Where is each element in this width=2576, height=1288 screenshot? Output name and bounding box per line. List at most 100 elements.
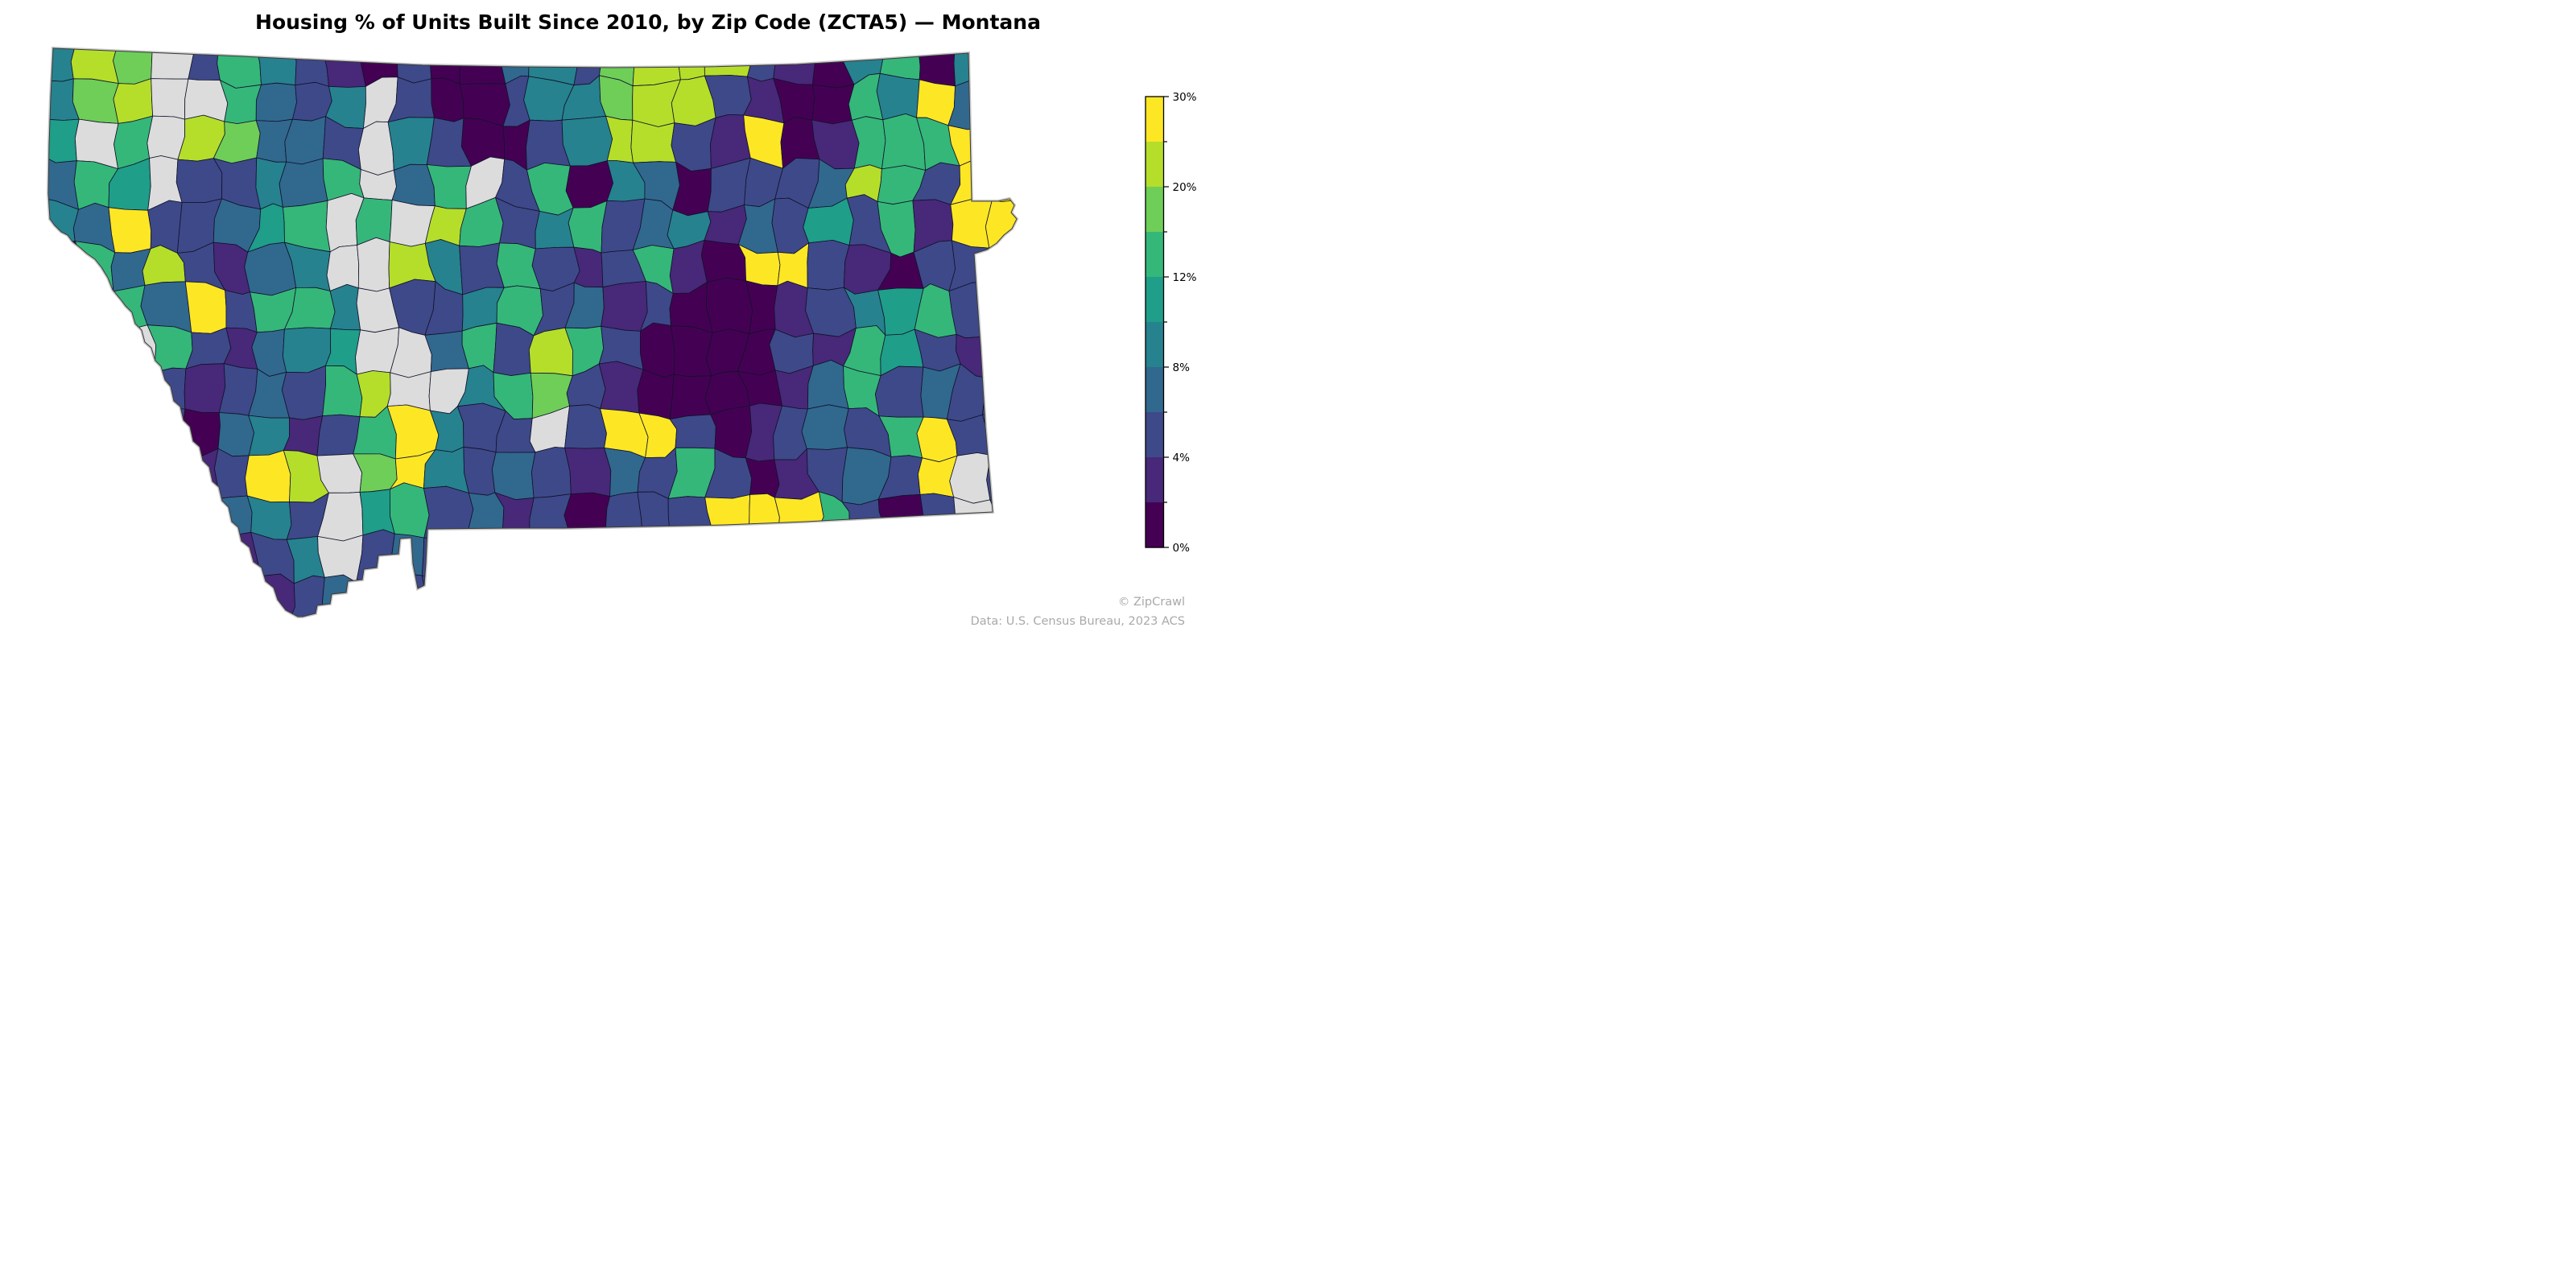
colorbar-segment	[1146, 412, 1164, 458]
zcta-region	[844, 572, 882, 617]
zcta-region	[284, 116, 326, 165]
zcta-region	[531, 447, 572, 498]
zcta-region	[459, 530, 503, 582]
zcta-region	[181, 534, 226, 584]
zcta-region	[459, 48, 506, 85]
zcta-region	[106, 572, 157, 617]
zcta-region	[807, 359, 849, 410]
zcta-region	[637, 491, 671, 535]
zcta-region	[983, 48, 1017, 77]
zcta-cells	[48, 48, 1017, 617]
zcta-region	[108, 207, 152, 254]
zcta-region	[48, 411, 84, 458]
zcta-region	[491, 452, 536, 501]
zcta-region	[769, 328, 814, 374]
legend-tick-label: 0%	[1173, 542, 1191, 555]
zcta-region	[72, 78, 119, 124]
zcta-region	[876, 572, 923, 617]
zcta-region	[675, 577, 714, 617]
zcta-region	[669, 414, 716, 449]
zcta-region	[355, 197, 393, 246]
zcta-region	[704, 48, 753, 77]
zcta-region	[912, 528, 956, 580]
zcta-region	[113, 78, 154, 124]
zcta-region	[990, 118, 1017, 164]
zcta-region	[911, 572, 956, 617]
zcta-region	[48, 118, 80, 163]
legend-tick-label: 12%	[1173, 271, 1197, 284]
zcta-region	[175, 158, 223, 203]
zcta-region	[989, 74, 1017, 126]
zcta-region	[567, 531, 606, 580]
zcta-region	[329, 283, 361, 331]
zcta-region	[431, 77, 464, 122]
legend-tick-label: 30%	[1173, 91, 1197, 104]
zcta-region	[149, 486, 187, 535]
zcta-region	[152, 452, 191, 493]
legend-tick-label: 20%	[1173, 181, 1197, 194]
zcta-region	[386, 371, 431, 411]
zcta-region	[564, 404, 607, 449]
zcta-region	[459, 242, 505, 295]
legend-tick-label: 4%	[1173, 452, 1191, 464]
colorbar-segment	[1146, 457, 1164, 503]
zcta-region	[807, 239, 850, 291]
zcta-region	[598, 361, 644, 414]
zcta-region	[778, 529, 818, 578]
colorbar-segment	[1146, 232, 1164, 278]
zcta-region	[529, 533, 571, 580]
zcta-region	[849, 530, 887, 583]
zcta-region	[952, 530, 996, 586]
zcta-region	[981, 331, 1017, 378]
zcta-region	[255, 82, 297, 122]
zcta-region	[741, 568, 785, 617]
zcta-region	[316, 414, 361, 456]
zcta-region	[74, 365, 116, 418]
colorbar-segment	[1146, 97, 1164, 142]
zcta-region	[637, 369, 675, 420]
zcta-region	[535, 573, 568, 617]
zcta-region	[114, 413, 157, 460]
zcta-region	[704, 572, 749, 617]
zcta-region	[640, 322, 675, 378]
zcta-region	[492, 573, 540, 617]
zcta-region	[48, 497, 78, 542]
zcta-region	[985, 278, 1017, 341]
zcta-region	[669, 529, 715, 584]
zcta-region	[76, 530, 118, 584]
zcta-region	[184, 281, 227, 334]
zcta-region	[78, 412, 120, 456]
zcta-region	[985, 246, 1017, 286]
zcta-region	[147, 115, 186, 160]
zcta-region	[48, 330, 85, 370]
zcta-region	[357, 237, 390, 292]
zcta-region	[147, 200, 183, 254]
zcta-region	[985, 198, 1017, 252]
zcta-region	[564, 448, 612, 497]
montana-choropleth-map: 30% 20% 12% 8% 4% 0%	[46, 46, 1197, 618]
zcta-region	[289, 575, 325, 617]
zcta-region	[605, 491, 643, 539]
zcta-region	[113, 488, 156, 539]
colorbar-segment	[1146, 367, 1164, 413]
zcta-region	[641, 572, 678, 617]
zcta-region	[282, 327, 332, 374]
zcta-region	[181, 576, 226, 617]
colorbar-segment	[1146, 322, 1164, 368]
zcta-region	[76, 579, 119, 617]
zcta-region	[113, 366, 155, 416]
zcta-region	[632, 48, 681, 87]
zcta-region	[389, 482, 430, 539]
zcta-region	[245, 450, 291, 503]
zcta-region	[989, 491, 1017, 539]
zcta-region	[48, 532, 83, 584]
zcta-region	[111, 324, 157, 375]
legend-tick-label: 8%	[1173, 361, 1191, 374]
zcta-region	[151, 48, 195, 80]
colorbar-segment	[1146, 277, 1164, 323]
zcta-region	[181, 408, 221, 457]
zcta-region	[217, 48, 262, 89]
chart-title: Housing % of Units Built Since 2010, by …	[255, 10, 1041, 34]
zcta-region	[773, 48, 816, 85]
colorbar-segment	[1146, 502, 1164, 548]
